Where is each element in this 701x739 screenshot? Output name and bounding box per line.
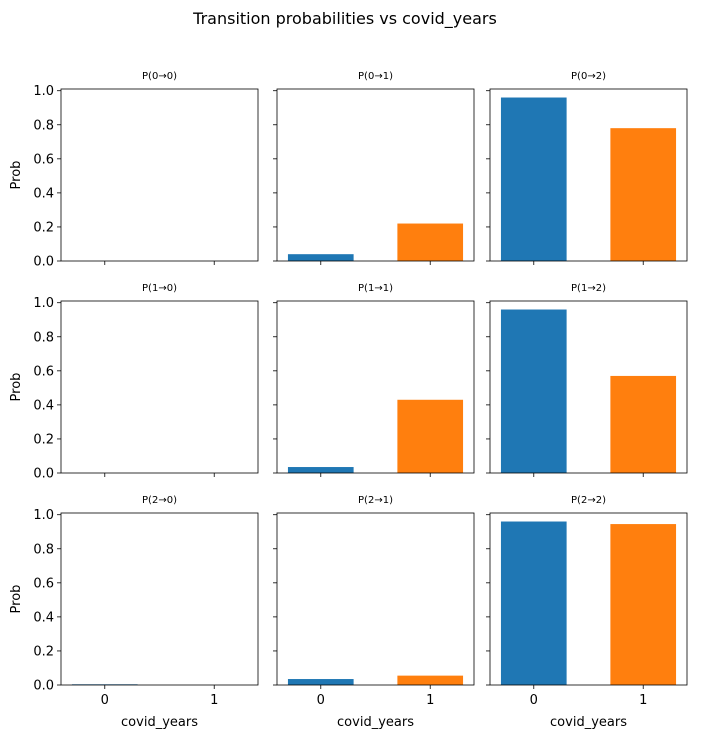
y-axis-label: Prob (9, 161, 24, 190)
y-tick-label: 0.4 (33, 398, 54, 413)
axes-frame (489, 88, 688, 262)
axes-frame (489, 512, 688, 686)
y-tick-label: 0.0 (33, 255, 54, 270)
subplot-title: P(0→0) (142, 71, 177, 82)
axes-frame (276, 300, 475, 474)
subplot: P(1→1) (273, 283, 475, 477)
y-tick-label: 0.8 (33, 118, 54, 133)
y-tick-label: 0.2 (33, 220, 54, 235)
subplot: P(1→0) 0.0 0.2 0.4 0.6 0.8 1.0 Prob (9, 283, 259, 482)
subplot: P(2→0) 0.0 0.2 0.4 0.6 0.8 1.0 0 1 Prob covid_year… (9, 495, 259, 730)
bar (397, 399, 464, 473)
axes-frame (276, 88, 475, 262)
subplot-title: P(1→1) (358, 283, 393, 294)
axes-frame (60, 512, 259, 686)
axes-frame (489, 300, 688, 474)
y-tick-label: 0.6 (33, 576, 54, 591)
bar (397, 223, 464, 261)
x-tick-label: 1 (210, 693, 218, 708)
axes-frame (276, 512, 475, 686)
x-tick-label: 0 (101, 693, 109, 708)
y-tick-label: 0.6 (33, 152, 54, 167)
x-tick-label: 0 (530, 693, 538, 708)
subplot-title: P(2→1) (358, 495, 393, 506)
bar (500, 521, 567, 685)
subplot: P(0→0) 0.0 0.2 0.4 0.6 0.8 1.0 Prob (9, 71, 259, 270)
x-tick-label: 0 (317, 693, 325, 708)
bar (610, 128, 677, 261)
y-tick-label: 0.0 (33, 679, 54, 694)
y-axis-label: Prob (9, 373, 24, 402)
subplot-title: P(1→2) (571, 283, 606, 294)
x-axis-label: covid_years (121, 715, 198, 730)
y-tick-label: 1.0 (33, 296, 54, 311)
subplot: P(1→2) (486, 283, 688, 477)
x-tick-label: 1 (639, 693, 647, 708)
axes-frame (60, 300, 259, 474)
y-tick-label: 1.0 (33, 508, 54, 523)
y-tick-label: 1.0 (33, 84, 54, 99)
subplot: P(0→2) (486, 71, 688, 265)
subplot: P(0→1) (273, 71, 475, 265)
y-tick-label: 0.2 (33, 644, 54, 659)
y-tick-label: 0.4 (33, 610, 54, 625)
figure-title: Transition probabilities vs covid_years (192, 9, 497, 29)
bar (610, 524, 677, 685)
axes-frame (60, 88, 259, 262)
x-axis-label: covid_years (337, 715, 414, 730)
y-tick-label: 0.8 (33, 542, 54, 557)
bar (287, 679, 354, 685)
y-tick-label: 0.6 (33, 364, 54, 379)
bar (500, 309, 567, 473)
bar (287, 254, 354, 261)
y-tick-label: 0.4 (33, 186, 54, 201)
y-axis-label: Prob (9, 585, 24, 614)
y-tick-label: 0.2 (33, 432, 54, 447)
x-tick-label: 1 (426, 693, 434, 708)
y-tick-label: 0.0 (33, 467, 54, 482)
bar (500, 97, 567, 261)
bar (287, 467, 354, 473)
subplot-title: P(0→1) (358, 71, 393, 82)
subplot-grid: P(0→0) 0.0 0.2 0.4 0.6 0.8 1.0 Prob P(0→1) P(0→2)… (9, 71, 688, 730)
bar (397, 675, 464, 685)
subplot-title: P(1→0) (142, 283, 177, 294)
x-axis-label: covid_years (550, 715, 627, 730)
subplot: P(2→2) 0 1 covid_years (486, 495, 688, 730)
y-tick-label: 0.8 (33, 330, 54, 345)
subplot: P(2→1) 0 1 covid_years (273, 495, 475, 730)
bar (610, 375, 677, 473)
subplot-title: P(2→0) (142, 495, 177, 506)
subplot-title: P(0→2) (571, 71, 606, 82)
subplot-title: P(2→2) (571, 495, 606, 506)
